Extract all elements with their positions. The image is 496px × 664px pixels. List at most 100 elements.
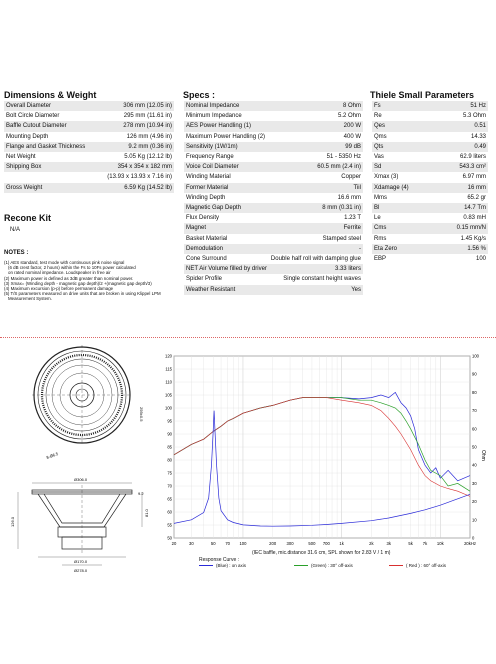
note-line: Measurement System. (8, 296, 52, 302)
param-value: Ferrite (268, 223, 363, 234)
param-value: 1.23 T (344, 215, 361, 222)
param-label: Minimum Impedance (186, 113, 242, 120)
y-right-tick-label: 90 (472, 372, 477, 377)
y-left-tick-label: 80 (167, 458, 172, 463)
dim-magnet: Ø170.0 (74, 559, 88, 564)
param-value: 354 x 354 x 182 mm (97, 162, 174, 173)
ts-row: EBP 100 (372, 254, 488, 264)
y-left-tick-label: 95 (167, 419, 172, 424)
param-label: Overall Diameter (4, 101, 98, 112)
y-left-tick-label: 75 (167, 471, 172, 476)
param-value: 16.6 mm (337, 194, 361, 201)
param-label: Vas (374, 154, 384, 161)
param-value: 0.49 (434, 141, 488, 153)
param-value: 8 Ohm (268, 101, 363, 112)
param-value: 5.2 Ohm (337, 113, 361, 120)
legend-item: (Blue) : on axis (199, 563, 246, 568)
param-label: Magnetic Gap Depth (184, 203, 269, 214)
x-tick-label: 30 (189, 541, 194, 546)
param-label: Basket Material (186, 235, 228, 242)
y-right-tick-label: 70 (472, 408, 477, 413)
x-tick-label: 500 (308, 541, 316, 546)
param-value: 6.59 Kg (14.52 lb) (97, 182, 174, 193)
param-label: Magnet (184, 223, 269, 234)
ts-row: Bl 14.7 Tm (372, 203, 488, 214)
notes-list: (1) AES standard, test mode with continu… (4, 260, 161, 302)
spec-row: Minimum Impedance 5.2 Ohm (184, 111, 363, 121)
y-left-tick-label: 85 (167, 445, 172, 450)
note-line: (1) AES standard, test mode with continu… (4, 260, 125, 265)
param-value: 14.7 Tm (434, 203, 488, 214)
dimension-row: Net Weight 5.05 Kg (12.12 lb) (4, 152, 174, 162)
param-label: Voice Coil Diameter (184, 162, 269, 173)
spec-row: Basket Material Stamped steel (184, 234, 363, 244)
x-tick-label: 300 (287, 541, 295, 546)
holes-label: 8-Ø6.5 (46, 451, 60, 460)
ts-row: Qms 14.33 (372, 132, 488, 142)
param-label: Gross Weight (4, 182, 98, 193)
param-label: Weather Resistant (184, 284, 269, 295)
param-value: Double half roll with damping glue (270, 256, 361, 263)
ts-row: Mms 65.2 gr (372, 193, 488, 203)
legend-title: Response Curve : (199, 557, 240, 563)
param-label: Bl (372, 203, 435, 214)
param-value: 306 mm (12.05 in) (97, 101, 174, 112)
y-left-tick-label: 120 (165, 354, 173, 359)
notes-title: NOTES : (4, 250, 29, 256)
param-value: 126 mm (4.96 in) (126, 133, 172, 140)
legend-label: (Blue) : on axis (216, 563, 247, 568)
param-label: Winding Material (186, 174, 231, 181)
speaker-drawing: 295±0.5 8-Ø6.5 Ø306.0 Ø278.0 Ø170.0 9.2 … (10, 345, 149, 573)
spec-row: Voice Coil Diameter 60.5 mm (2.4 in) (184, 162, 363, 173)
specs-table: Nominal Impedance 8 Ohm Minimum Impedance 5… (184, 101, 363, 295)
ts-row: Rms 1.45 Kg/s (372, 234, 488, 244)
spec-row: Demodulation - (184, 243, 363, 255)
x-tick-label: 20 (172, 541, 177, 546)
y-right-tick-label: 20 (472, 499, 477, 504)
param-label: Baffle Cutout Diameter (4, 121, 98, 132)
ts-row: Re 5.3 Ohm (372, 111, 488, 121)
y-right-tick-label: 40 (472, 463, 477, 468)
param-value: 60.5 mm (2.4 in) (268, 162, 363, 173)
param-label: Frequency Range (186, 154, 234, 161)
y-right-tick-label: 100 (472, 354, 480, 359)
param-value: 9.2 mm (0.36 in) (97, 141, 174, 153)
dimension-row: Gross Weight 6.59 Kg (14.52 lb) (4, 182, 174, 193)
speaker-front-view (32, 345, 132, 445)
dim-cutout: Ø278.0 (74, 568, 88, 573)
legend-item: ( Red ) : 60° off-axis (389, 563, 446, 568)
y-right-tick-label: 10 (472, 517, 477, 522)
param-label: Spider Profile (186, 276, 223, 283)
spec-row: Magnet Ferrite (184, 223, 363, 234)
response-chart: 20 30 50 70 100 200 300 500 700 1k 2k 3k 5k 7k 10k 20kH… (165, 354, 486, 547)
legend-swatch (294, 565, 308, 567)
spec-row: NET Air Volume filled by driver 3.33 lite… (184, 264, 363, 275)
note-line: (6 dB crest factor, 2 hours) within the … (8, 265, 136, 271)
param-label: Fs (372, 101, 435, 112)
param-label: Former Material (184, 182, 269, 193)
speaker-side-view (17, 482, 143, 566)
x-tick-label: 20kHz (464, 541, 476, 546)
dimension-row: Flange and Gasket Thickness 9.2 mm (0.36 … (4, 141, 174, 153)
param-label: Nominal Impedance (184, 101, 269, 112)
y-right-tick-label: 50 (472, 445, 477, 450)
chart-caption: (IEC baffle, mic.distance 31.6 cm, SPL s… (252, 550, 391, 556)
spec-row: Former Material Tiil (184, 182, 363, 193)
recone-title: Recone Kit (4, 213, 52, 223)
y-left-tick-label: 105 (165, 393, 173, 398)
ts-row: Sd 543.3 cm² (372, 162, 488, 173)
param-value: 295 mm (11.61 in) (123, 113, 172, 120)
param-label: Rms (374, 235, 387, 242)
y-left-tick-label: 110 (165, 380, 172, 385)
dim-depth-2: 81.0 (144, 508, 149, 517)
param-value: Copper (341, 174, 361, 181)
series-line-3 (173, 410, 471, 527)
param-label: Re (374, 113, 382, 120)
dimensions-table: Overall Diameter 306 mm (12.05 in) Bolt Ci… (4, 101, 174, 193)
param-label: EBP (374, 256, 387, 263)
ts-row: Qes 0.51 (372, 121, 488, 132)
dimension-row: Shipping Box 354 x 354 x 182 mm (4, 162, 174, 173)
ts-row: Vas 62.9 liters (372, 152, 488, 162)
param-value: 65.2 gr (467, 194, 486, 201)
spec-row: Nominal Impedance 8 Ohm (184, 101, 363, 112)
